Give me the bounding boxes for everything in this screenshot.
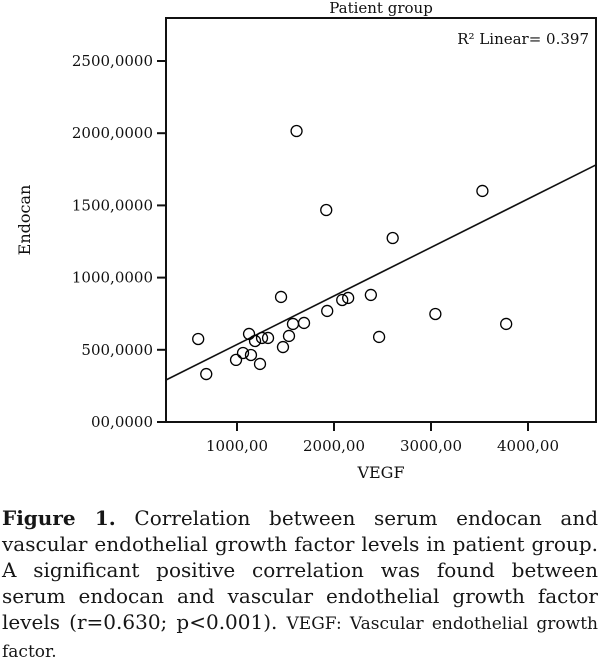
- plot-border: [165, 17, 597, 423]
- data-point: [476, 184, 489, 198]
- data-point: [321, 304, 334, 318]
- x-tick-label: 1000,00: [206, 437, 268, 455]
- y-tick-label: 1500,0000: [72, 196, 153, 214]
- x-axis-label: VEGF: [356, 463, 404, 482]
- data-point: [255, 331, 269, 345]
- y-tick-label: 1000,0000: [72, 269, 153, 287]
- r-squared-annotation: R² Linear= 0.397: [457, 30, 589, 48]
- data-point: [282, 329, 296, 343]
- data-point: [372, 330, 386, 344]
- y-axis-label: Endocan: [15, 185, 34, 256]
- x-tick-label: 3000,00: [400, 437, 462, 455]
- data-point: [192, 332, 205, 346]
- data-point: [386, 231, 399, 245]
- scatter-plot-svg: Patient group R² Linear= 0.397 Endocan V…: [15, 0, 597, 482]
- data-point: [274, 290, 288, 304]
- data-point: [261, 331, 275, 345]
- data-point: [297, 316, 311, 330]
- x-tick-label: 2000,00: [303, 437, 365, 455]
- data-point: [500, 317, 513, 331]
- data-point: [429, 307, 442, 321]
- data-point: [242, 327, 256, 341]
- data-point: [236, 346, 250, 360]
- data-point: [342, 291, 355, 305]
- caption-abbreviation-note: VEGF: Vascular endothelial growth factor…: [2, 614, 598, 662]
- x-axis-ticks: 1000,00 2000,00 3000,00 4000,00: [206, 422, 559, 455]
- data-point: [253, 357, 267, 371]
- y-tick-label: 2000,0000: [72, 124, 153, 142]
- data-point: [248, 334, 262, 348]
- caption-text: Correlation between serum endocan and va…: [2, 506, 599, 634]
- regression-line: [165, 164, 597, 381]
- data-point: [336, 293, 349, 307]
- data-points: [192, 124, 513, 381]
- data-point: [200, 367, 213, 381]
- data-point: [229, 353, 243, 367]
- data-point: [244, 348, 258, 362]
- data-point: [286, 317, 300, 331]
- scatter-chart: Patient group R² Linear= 0.397 Endocan V…: [15, 0, 597, 482]
- data-point: [276, 340, 290, 354]
- figure-caption: Figure 1. Correlation between serum endo…: [0, 497, 600, 663]
- y-axis-ticks: 00,0000 500,0000 1000,0000 1500,0000 2000,00…: [72, 52, 166, 431]
- y-tick-label: 2500,0000: [72, 52, 153, 70]
- data-point: [364, 288, 378, 302]
- figure-number-label: Figure 1.: [2, 506, 116, 530]
- data-point: [290, 124, 303, 138]
- x-tick-label: 4000,00: [497, 437, 559, 455]
- y-tick-label: 500,0000: [81, 341, 153, 359]
- data-point: [320, 203, 333, 217]
- chart-title: Patient group: [329, 0, 433, 17]
- y-tick-label: 00,0000: [91, 413, 153, 431]
